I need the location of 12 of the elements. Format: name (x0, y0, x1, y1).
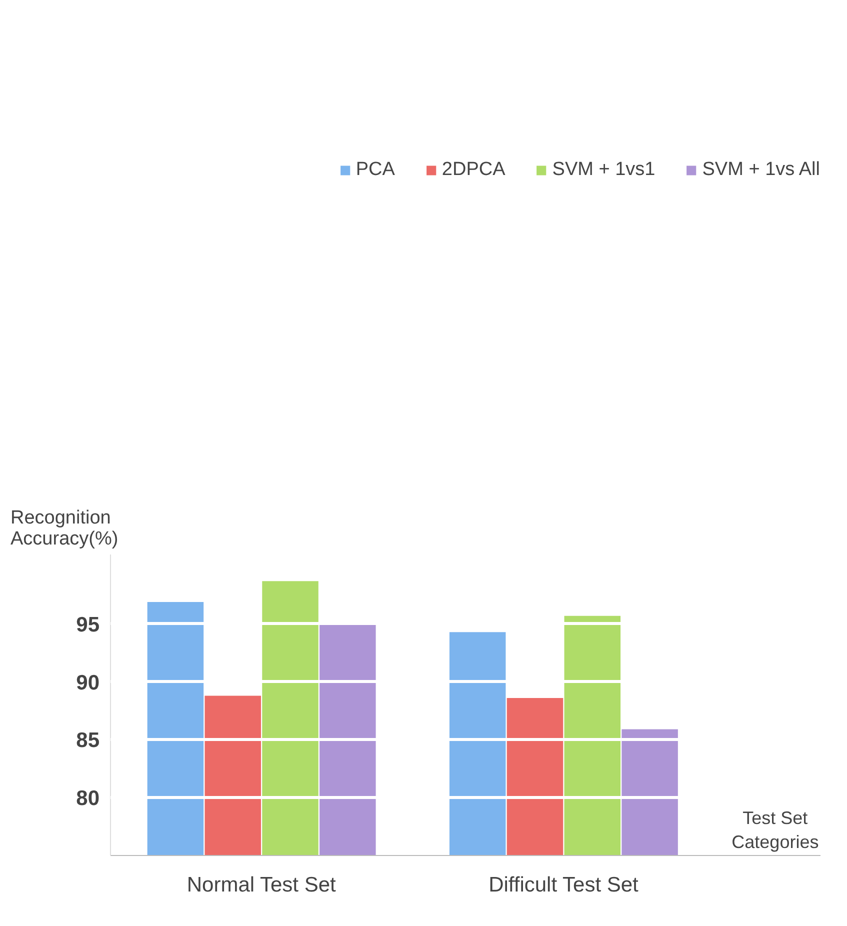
y-tick-label: 80 (76, 787, 100, 810)
x-axis-title: Test Set Categories (732, 808, 819, 852)
x-tick-label: Normal Test Set (186, 874, 336, 896)
legend-label: PCA (356, 159, 395, 182)
x-tick-label: Difficult Test Set (488, 874, 639, 896)
y-tick-label: 85 (76, 729, 100, 752)
y-tick-label: 95 (76, 613, 100, 636)
y-tick-label: 90 (76, 671, 100, 694)
legend-label: 2DPCA (442, 159, 506, 182)
y-axis-title: Recognition Accuracy(%) (10, 508, 118, 550)
legend-label: SVM + 1vs1 (552, 159, 656, 182)
legend-label: SVM + 1vs All (702, 159, 820, 182)
